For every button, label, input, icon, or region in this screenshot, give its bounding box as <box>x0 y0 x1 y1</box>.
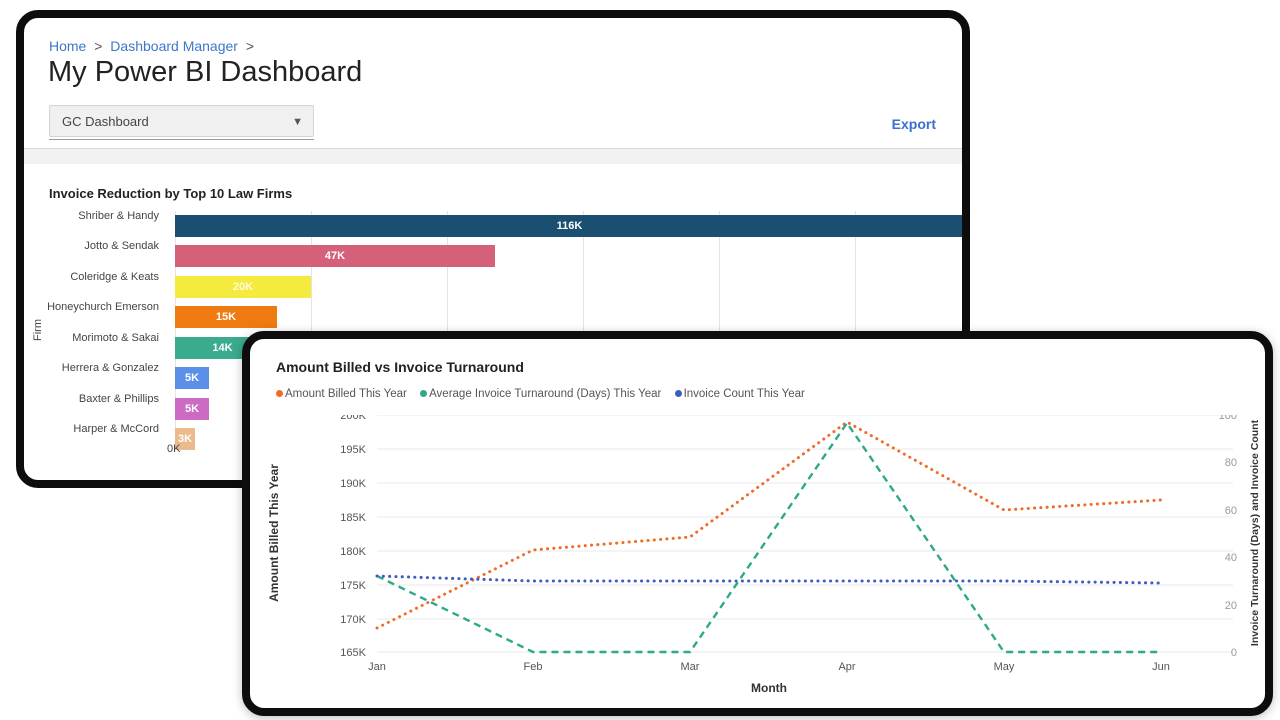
svg-text:Feb: Feb <box>524 661 543 673</box>
svg-text:180K: 180K <box>340 546 366 558</box>
svg-text:60: 60 <box>1225 505 1237 517</box>
svg-text:100: 100 <box>1219 415 1237 422</box>
svg-text:40: 40 <box>1225 552 1237 564</box>
svg-text:165K: 165K <box>340 647 366 659</box>
svg-text:200K: 200K <box>340 415 366 422</box>
svg-text:20: 20 <box>1225 600 1237 612</box>
svg-text:Jun: Jun <box>1152 661 1170 673</box>
svg-text:175K: 175K <box>340 580 366 592</box>
svg-text:80: 80 <box>1225 457 1237 469</box>
svg-text:0: 0 <box>1231 647 1237 659</box>
svg-text:185K: 185K <box>340 512 366 524</box>
svg-text:Apr: Apr <box>838 661 855 673</box>
svg-text:Month: Month <box>751 681 787 695</box>
svg-text:Invoice Turnaround (Days) and: Invoice Turnaround (Days) and Invoice Co… <box>1249 419 1261 646</box>
svg-text:May: May <box>994 661 1015 673</box>
svg-text:Mar: Mar <box>681 661 700 673</box>
svg-text:195K: 195K <box>340 444 366 456</box>
svg-text:Jan: Jan <box>368 661 386 673</box>
svg-text:190K: 190K <box>340 478 366 490</box>
svg-text:170K: 170K <box>340 614 366 626</box>
svg-text:Amount Billed This Year: Amount Billed This Year <box>267 464 281 602</box>
